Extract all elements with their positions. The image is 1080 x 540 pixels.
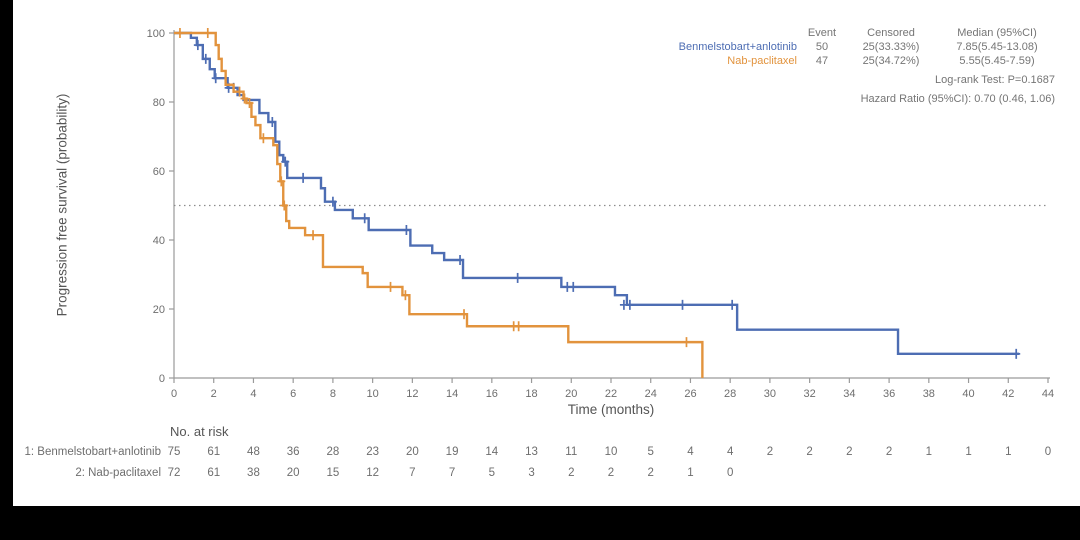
risk-count: 5 [488,467,496,479]
y-tick-label: 0 [159,373,165,385]
risk-count: 61 [207,446,221,458]
legend-event-value: 50 [815,41,829,53]
risk-count: 1 [965,446,972,458]
legend-median-value: 7.85(5.45-13.08) [956,41,1038,53]
risk-count: 11 [565,446,578,458]
risk-count: 48 [247,446,260,458]
risk-count: 7 [448,467,456,479]
x-tick-label: 34 [843,388,855,400]
x-tick-label: 20 [565,388,577,400]
x-tick-label: 0 [171,388,177,400]
legend-header-spacer [639,26,797,40]
y-tick-label: 100 [147,28,165,40]
risk-count: 28 [326,446,340,458]
x-tick-label: 2 [211,388,217,400]
risk-count: 2 [846,446,853,458]
risk-count: 12 [366,467,380,479]
legend-group-name: Nab-paclitaxel [727,55,797,67]
risk-count: 1 [925,446,933,458]
risk-count: 1 [1005,446,1012,458]
x-tick-label: 18 [525,388,537,400]
risk-count: 23 [366,446,380,458]
x-tick-label: 16 [486,388,498,400]
x-tick-label: 44 [1042,388,1054,400]
risk-count: 7 [409,467,416,479]
x-axis-title: Time (months) [567,402,655,417]
risk-count: 36 [286,446,300,458]
risk-count: 14 [485,446,499,458]
bottom-black-bar [0,506,1080,540]
legend-footnote: Log-rank Test: P=0.1687 [935,74,1055,86]
km-curve-arm2 [174,31,704,378]
y-tick-label: 60 [153,166,165,178]
x-tick-label: 22 [605,388,617,400]
legend-censored-value: 25(33.33%) [862,41,920,53]
legend-median-value: 5.55(5.45-7.59) [959,55,1035,67]
legend-header-event: Event [807,27,837,39]
risk-count: 1 [687,467,694,479]
risk-count: 38 [247,467,260,479]
risk-count: 20 [286,467,300,479]
risk-count: 15 [326,467,340,479]
risk-count: 3 [528,467,535,479]
risk-count: 0 [1044,446,1052,458]
risk-count: 2 [766,446,774,458]
x-tick-label: 28 [724,388,736,400]
risk-count: 2 [885,446,893,458]
risk-count: 61 [207,467,221,479]
risk-count: 4 [726,446,734,458]
legend-header-censored: Censored [867,27,915,39]
x-tick-label: 6 [290,388,296,400]
risk-count: 2 [647,467,654,479]
risk-table-title: No. at risk [170,424,229,439]
legend-group-name: Benmelstobart+anlotinib [678,41,797,53]
y-tick-label: 20 [153,304,165,316]
risk-count: 4 [687,446,694,458]
risk-count: 5 [647,446,654,458]
legend-table: Event Censored Median (95%CI) Benmelstob… [639,26,1055,68]
risk-count: 13 [525,446,538,458]
risk-count: 72 [167,467,181,479]
y-tick-label: 40 [153,235,165,247]
risk-count: 75 [167,446,181,458]
x-tick-label: 30 [764,388,776,400]
risk-count: 2 [568,467,575,479]
legend-censored-value: 25(34.72%) [862,55,920,67]
risk-count: 20 [405,446,419,458]
x-tick-label: 32 [804,388,816,400]
x-tick-label: 42 [1002,388,1014,400]
legend-event-value: 47 [815,55,829,67]
risk-count: 2 [607,467,615,479]
legend-footnotes: Log-rank Test: P=0.1687 Hazard Ratio (95%… [639,73,1055,106]
risk-count: 10 [604,446,618,458]
x-tick-label: 36 [883,388,895,400]
risk-count: 2 [806,446,813,458]
legend-footnote: Hazard Ratio (95%CI): 0.70 (0.46, 1.06) [860,93,1055,105]
x-tick-label: 26 [684,388,696,400]
x-tick-label: 8 [330,388,336,400]
risk-count: 19 [445,446,459,458]
y-axis-title: Progression free survival (probability) [54,93,70,317]
risk-row-label-arm2: 2: Nab-paclitaxel [75,467,161,479]
x-tick-label: 4 [250,388,256,400]
left-black-bar [0,0,13,506]
legend: Event Censored Median (95%CI) Benmelstob… [639,26,1055,106]
x-tick-label: 40 [962,388,974,400]
x-tick-label: 24 [645,388,657,400]
x-tick-label: 38 [923,388,935,400]
y-tick-label: 80 [153,97,165,109]
x-tick-label: 10 [367,388,379,400]
risk-count: 0 [726,467,734,479]
risk-row-label-arm1: 1: Benmelstobart+anlotinib [24,446,162,458]
x-tick-label: 12 [406,388,418,400]
x-tick-label: 14 [446,388,458,400]
legend-header-median: Median (95%CI) [957,27,1037,39]
